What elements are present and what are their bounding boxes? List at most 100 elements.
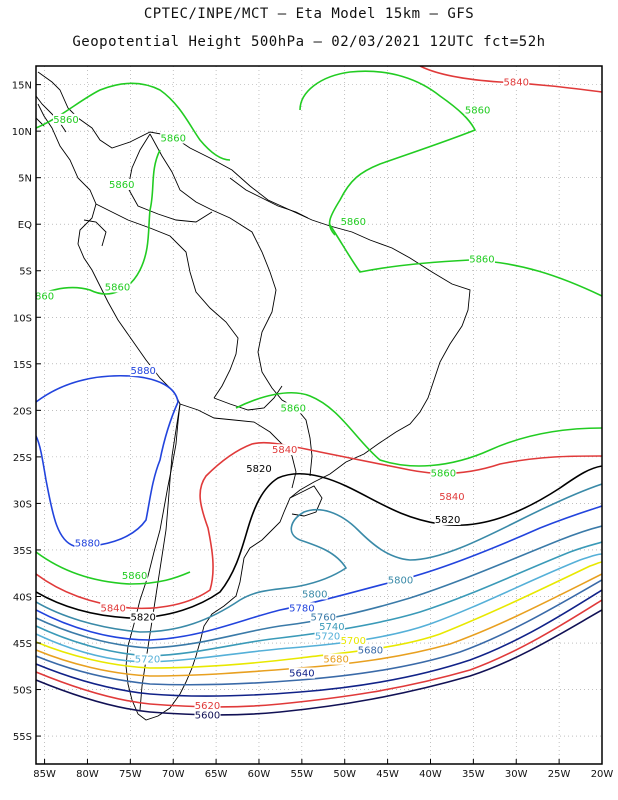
contour-label: 5860 xyxy=(160,133,185,144)
contour-label: 5820 xyxy=(246,464,271,475)
country-borders xyxy=(36,71,471,721)
contour-label: 5840 xyxy=(100,603,125,614)
ecuador-border xyxy=(83,219,107,247)
contour-label-bg xyxy=(134,653,161,665)
lon-tick-label: 35W xyxy=(462,769,485,780)
contour-label-bg xyxy=(160,132,187,144)
contour-label-bg xyxy=(340,635,367,647)
contour-label: 5640 xyxy=(289,669,314,680)
contour-5860-ne xyxy=(329,224,602,297)
title-line-2: Geopotential Height 500hPa – 02/03/2021 … xyxy=(72,34,546,50)
contour-label-bg xyxy=(340,216,367,228)
axis-ticks: 85W 80W 75W 70W 65W 60W 55W 50W 45W 40W 35W 30W 25W 2… xyxy=(12,81,614,780)
contour-label: 5600 xyxy=(195,710,220,721)
contour-label-bg xyxy=(387,574,414,586)
contour-label-bg xyxy=(74,537,101,549)
contour-label: 5760 xyxy=(311,613,336,624)
contour-label-bg xyxy=(271,444,298,456)
contour-label-bg xyxy=(464,104,491,116)
contour-5860-sw xyxy=(36,551,191,585)
contour-5800 xyxy=(36,483,602,633)
contour-label: 5860 xyxy=(53,115,78,126)
contour-label: 5820 xyxy=(435,515,460,526)
lat-tick-label: 45S xyxy=(13,639,32,650)
contour-5780 xyxy=(36,505,602,641)
brazil-border xyxy=(149,133,313,477)
contour-label: 5860 xyxy=(341,217,366,228)
contour-label-bg xyxy=(130,611,157,623)
contour-labels: 5840 5860 5860 5860 5860 5860 5860 5860 860 5880 5… xyxy=(35,76,530,721)
contour-5880-west xyxy=(36,374,179,548)
colombia-venezuela-border xyxy=(127,133,213,223)
contour-label: 5880 xyxy=(75,538,100,549)
contour-label: 860 xyxy=(35,292,54,303)
contour-label-bg xyxy=(280,402,307,414)
contour-5860-southern xyxy=(235,392,602,467)
contour-label-bg xyxy=(438,490,465,502)
contour-label-bg xyxy=(288,667,315,679)
contour-label-bg xyxy=(318,621,345,633)
contour-label: 5620 xyxy=(195,701,220,712)
contour-label: 5680 xyxy=(358,645,383,656)
lat-tick-label: 10S xyxy=(13,313,32,324)
contour-label-bg xyxy=(468,253,495,265)
contour-label: 5820 xyxy=(130,613,155,624)
lat-tick-label: EQ xyxy=(18,220,32,231)
contour-label-bg xyxy=(104,281,131,293)
contour-label: 5700 xyxy=(341,636,366,647)
contour-label-bg xyxy=(357,644,384,656)
lon-tick-label: 25W xyxy=(548,769,571,780)
contour-label: 5860 xyxy=(469,254,494,265)
contour-label: 5860 xyxy=(465,106,490,117)
contour-label-bg xyxy=(108,178,135,190)
lat-tick-label: 15N xyxy=(12,81,32,92)
lon-tick-label: 65W xyxy=(205,769,228,780)
contour-5860-andes xyxy=(36,149,161,297)
contour-label-bg xyxy=(245,462,272,474)
contour-label: 5720 xyxy=(315,631,340,642)
contour-label: 5840 xyxy=(504,78,529,89)
peru-bolivia-border xyxy=(95,203,239,399)
contour-label-bg xyxy=(194,709,221,721)
lat-tick-label: 30S xyxy=(13,499,32,510)
contour-5840-central xyxy=(36,441,602,610)
lat-tick-label: 15S xyxy=(13,360,32,371)
contour-label: 5840 xyxy=(272,445,297,456)
lat-tick-label: 5N xyxy=(18,174,32,185)
lon-tick-label: 40W xyxy=(419,769,442,780)
contour-label-bg xyxy=(434,514,461,526)
lon-tick-label: 85W xyxy=(33,769,56,780)
contour-5820 xyxy=(36,465,602,619)
argentina-border xyxy=(179,403,297,489)
contour-5840-north xyxy=(419,66,602,93)
contour-label-bg xyxy=(53,113,80,125)
contour-5700 xyxy=(36,561,602,669)
contour-5660 xyxy=(36,579,602,686)
contour-5640 xyxy=(36,589,602,697)
contour-label-bg xyxy=(323,653,350,665)
contour-label: 5860 xyxy=(105,282,130,293)
contour-label: 5800 xyxy=(388,576,413,587)
contour-label-bg xyxy=(503,76,530,88)
lat-tick-label: 10N xyxy=(12,127,32,138)
lon-tick-label: 30W xyxy=(505,769,528,780)
contour-label: 5880 xyxy=(130,366,155,377)
contour-label-bg xyxy=(36,290,58,302)
guianas-border xyxy=(229,177,309,219)
lat-tick-label: 35S xyxy=(13,546,32,557)
lat-tick-label: 20S xyxy=(13,406,32,417)
lat-tick-label: 55S xyxy=(13,732,32,743)
lon-tick-label: 60W xyxy=(248,769,271,780)
contour-label: 5840 xyxy=(439,492,464,503)
lon-tick-label: 70W xyxy=(162,769,185,780)
contour-label: 5800 xyxy=(302,589,327,600)
lat-tick-label: 25S xyxy=(13,453,32,464)
lon-tick-label: 20W xyxy=(591,769,614,780)
bolivia-paraguay-border xyxy=(213,385,283,411)
contour-label: 5860 xyxy=(122,571,147,582)
contour-label: 5860 xyxy=(281,403,306,414)
lon-tick-label: 50W xyxy=(333,769,356,780)
contour-label-bg xyxy=(121,569,148,581)
contour-label: 5860 xyxy=(431,468,456,479)
